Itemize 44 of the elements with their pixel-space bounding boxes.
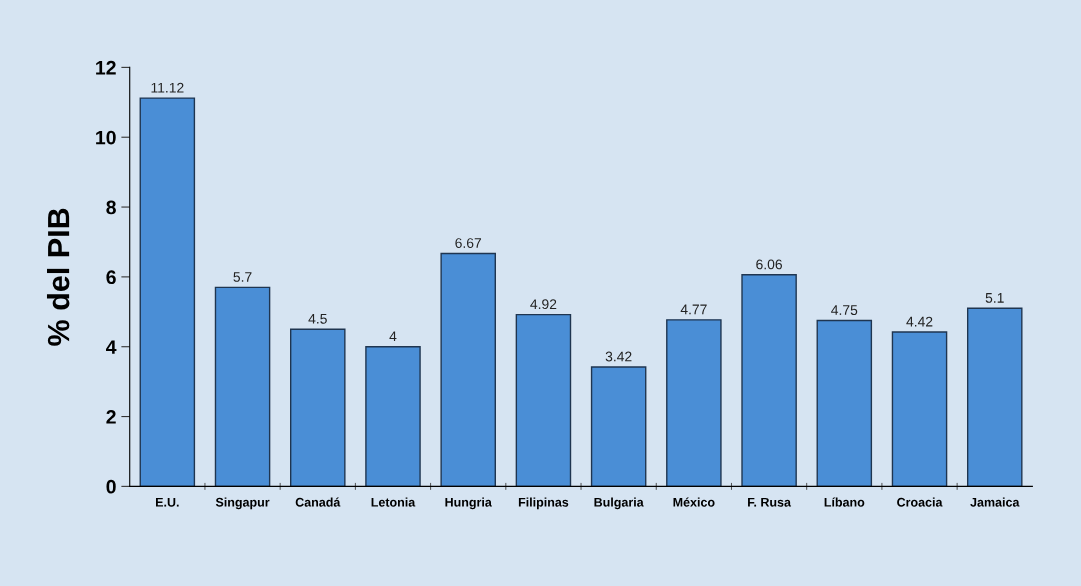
x-tick-label: Singapur	[215, 497, 270, 510]
y-tick-label: 4	[106, 340, 117, 354]
x-tick-label: Hungria	[445, 497, 492, 510]
y-tick-label: 10	[96, 130, 116, 145]
data-label: 4.92	[530, 299, 557, 310]
x-tick-label: Jamaica	[970, 497, 1020, 507]
bar	[214, 286, 271, 487]
x-tick-label: México	[673, 497, 715, 507]
data-label: 6.06	[756, 259, 782, 270]
x-tick-label: E.U.	[156, 497, 179, 507]
x-tick-label: F. Rusa	[748, 497, 792, 507]
y-tick-label: 2	[106, 410, 116, 424]
data-label: 5.7	[233, 272, 252, 282]
data-label: 4.5	[308, 314, 327, 324]
y-tick-label: 8	[106, 200, 116, 215]
bar	[816, 319, 873, 487]
bar	[365, 346, 421, 487]
y-axis-title: % del PIB	[46, 208, 70, 346]
data-label: 4.75	[831, 305, 858, 316]
bar	[666, 319, 722, 487]
x-tick-label: Filipinas	[518, 497, 569, 510]
y-tick-label: 0	[106, 479, 116, 494]
data-label: 4	[389, 331, 397, 342]
data-label: 11.12	[151, 82, 184, 93]
data-label: 6.67	[455, 238, 482, 248]
bar	[891, 331, 948, 487]
bar	[139, 97, 196, 487]
x-tick-label: Canadá	[295, 497, 341, 507]
bar	[966, 307, 1023, 487]
data-label: 3.42	[605, 351, 632, 362]
data-label: 5.1	[985, 293, 1004, 303]
data-label: 4.42	[906, 316, 933, 327]
x-tick-label: Bulgaria	[594, 497, 644, 510]
y-tick-label: 6	[106, 270, 116, 285]
bar	[515, 313, 572, 487]
x-tick-label: Líbano	[824, 497, 865, 507]
bar	[741, 274, 797, 487]
bar	[440, 252, 496, 487]
y-tick-label: 12	[96, 60, 116, 75]
x-tick-label: Croacia	[897, 497, 943, 507]
bar	[590, 366, 647, 487]
x-tick-label: Letonia	[371, 497, 416, 507]
data-label: 4.77	[680, 304, 707, 315]
bar	[289, 328, 346, 487]
